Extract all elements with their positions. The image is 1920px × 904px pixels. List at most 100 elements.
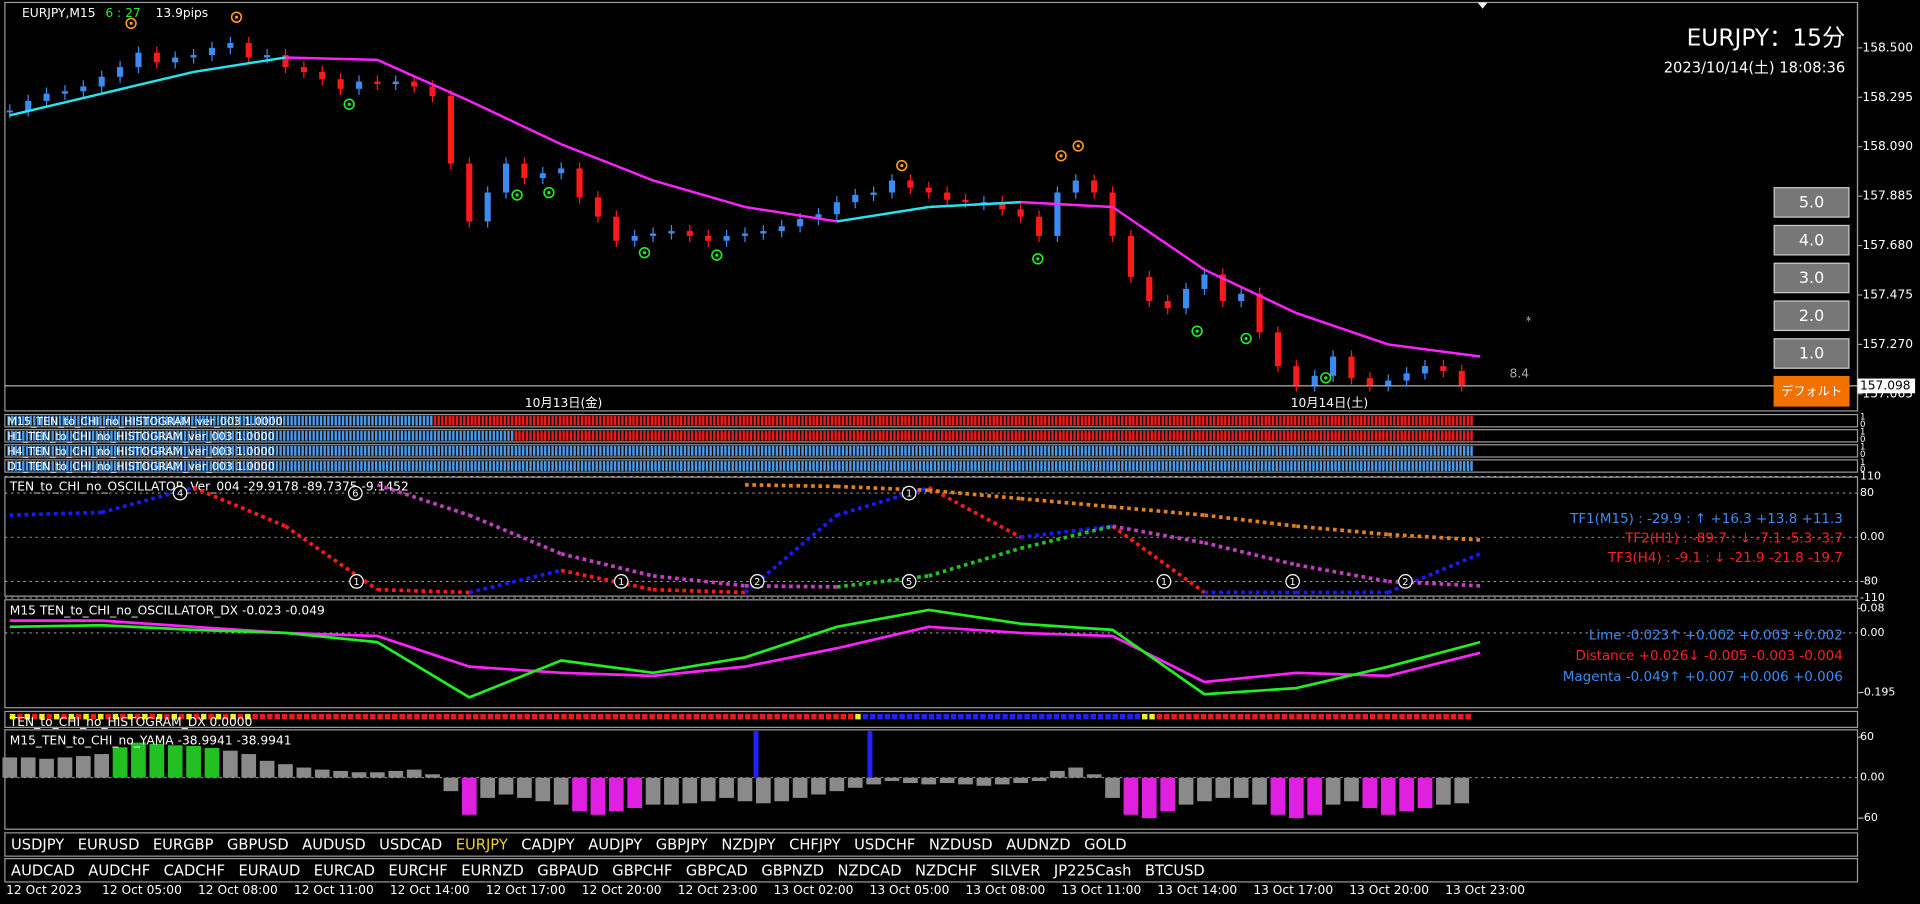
histogram-stripe (393, 461, 396, 471)
symbol-button[interactable]: GBPNZD (761, 862, 824, 879)
symbol-button[interactable]: AUDCHF (88, 862, 150, 879)
histogram-stripe (727, 430, 731, 441)
symbol-button[interactable]: EURJPY (456, 837, 509, 854)
scale-button[interactable] (1773, 262, 1850, 294)
symbol-button[interactable]: GBPCHF (612, 862, 672, 879)
histogram-dx-cell (1090, 713, 1097, 720)
histogram-dx-cell (237, 713, 244, 720)
histogram-stripe (668, 445, 672, 456)
histogram-stripe (1084, 445, 1087, 456)
histogram-stripe (1352, 430, 1356, 441)
histogram-stripe (1062, 415, 1065, 426)
symbol-button[interactable]: EURGBP (153, 837, 214, 854)
scale-button[interactable] (1773, 224, 1850, 256)
symbol-button[interactable]: EURNZD (461, 862, 524, 879)
histogram-stripe (29, 415, 32, 426)
histogram-stripe (1451, 415, 1455, 426)
scale-button[interactable] (1773, 187, 1850, 218)
histogram-dx-cell (1355, 713, 1361, 720)
symbol-button[interactable]: JP225Cash (1053, 862, 1131, 879)
histogram-stripe (514, 461, 518, 471)
symbol-button[interactable]: AUDUSD (302, 837, 366, 854)
histogram-stripe (1260, 415, 1264, 426)
yama-bar (259, 760, 275, 778)
histogram-stripe (1224, 430, 1227, 441)
histogram-stripe (1330, 461, 1334, 471)
histogram-stripe (102, 430, 106, 441)
symbol-button[interactable]: USDJPY (11, 837, 65, 854)
histogram-stripe (926, 445, 929, 456)
symbol-button[interactable]: GOLD (1084, 837, 1126, 854)
histogram-stripe (44, 430, 47, 441)
symbol-button[interactable]: BTCUSD (1145, 862, 1205, 879)
scale-button-label[interactable]: 2.0 (1799, 306, 1824, 325)
histogram-stripe (1043, 445, 1047, 456)
histogram-stripe (1194, 415, 1198, 426)
histogram-stripe (904, 415, 907, 426)
symbol-button[interactable]: EURCHF (388, 862, 447, 879)
histogram-stripe (771, 415, 775, 426)
yama-bar (553, 777, 569, 805)
symbol-button[interactable]: SILVER (991, 862, 1041, 879)
symbol-button[interactable]: USDCAD (379, 837, 442, 854)
histogram-stripe (1315, 430, 1319, 441)
symbol-button[interactable]: GBPJPY (656, 837, 709, 854)
histogram-stripe (588, 430, 591, 441)
histogram-stripe (275, 445, 279, 456)
histogram-stripe (389, 430, 393, 441)
signal-dot (1244, 336, 1248, 341)
scale-button-label[interactable]: 3.0 (1799, 268, 1824, 287)
histogram-stripe (613, 461, 617, 471)
symbol-button[interactable]: EURAUD (239, 862, 301, 879)
histogram-stripe (668, 430, 672, 441)
symbol-button[interactable]: NZDCHF (915, 862, 977, 879)
histogram-stripe (558, 415, 562, 426)
symbol-button[interactable]: NZDJPY (721, 837, 776, 854)
symbol-button[interactable]: EURCAD (314, 862, 375, 879)
histogram-stripe (128, 445, 132, 456)
symbol-button[interactable]: AUDCAD (11, 862, 75, 879)
scale-button-label[interactable]: 1.0 (1799, 344, 1824, 363)
histogram-stripe (569, 415, 573, 426)
scale-button[interactable] (1773, 375, 1850, 407)
symbol-button[interactable]: NZDCAD (838, 862, 902, 879)
histogram-stripe (566, 430, 569, 441)
symbol-button[interactable]: USDCHF (854, 837, 915, 854)
symbol-button[interactable]: CADJPY (521, 837, 575, 854)
histogram-stripe (249, 461, 253, 471)
histogram-stripe (1407, 415, 1411, 426)
time-label: 13 Oct 11:00 (1061, 883, 1141, 897)
histogram-stripe (308, 445, 312, 456)
histogram-stripe (290, 461, 293, 471)
histogram-stripe (838, 461, 841, 471)
scale-button-label[interactable]: デフォルト (1781, 383, 1842, 398)
histogram-stripe (1176, 430, 1179, 441)
histogram-stripe (544, 415, 547, 426)
symbol-button[interactable]: GBPCAD (686, 862, 748, 879)
time-label: 13 Oct 17:00 (1253, 883, 1333, 897)
scale-button[interactable] (1773, 338, 1850, 369)
yama-bar (1399, 777, 1414, 812)
scale-button-label[interactable]: 4.0 (1799, 230, 1824, 249)
histogram-stripe (624, 415, 628, 426)
histogram-stripe (227, 461, 231, 471)
histogram-stripe (1257, 415, 1260, 426)
symbol-button[interactable]: CADCHF (164, 862, 225, 879)
symbol-button[interactable]: CHFJPY (789, 837, 842, 854)
price-tick-label: 157.270 (1862, 337, 1913, 351)
symbol-button[interactable]: GBPAUD (537, 862, 599, 879)
histogram-stripe (51, 415, 54, 426)
histogram-stripe (771, 430, 775, 441)
symbol-button[interactable]: EURUSD (78, 837, 140, 854)
histogram-stripe (521, 430, 525, 441)
symbol-button[interactable]: GBPUSD (227, 837, 289, 854)
scale-button[interactable] (1773, 300, 1850, 332)
histogram-stripe (562, 445, 565, 456)
histogram-stripe (279, 461, 282, 471)
scale-button-label[interactable]: 5.0 (1799, 192, 1824, 211)
symbol-button[interactable]: AUDJPY (588, 837, 643, 854)
symbol-button[interactable]: AUDNZD (1006, 837, 1071, 854)
histogram-stripe (779, 461, 782, 471)
candle (1403, 373, 1410, 381)
symbol-button[interactable]: NZDUSD (929, 837, 993, 854)
